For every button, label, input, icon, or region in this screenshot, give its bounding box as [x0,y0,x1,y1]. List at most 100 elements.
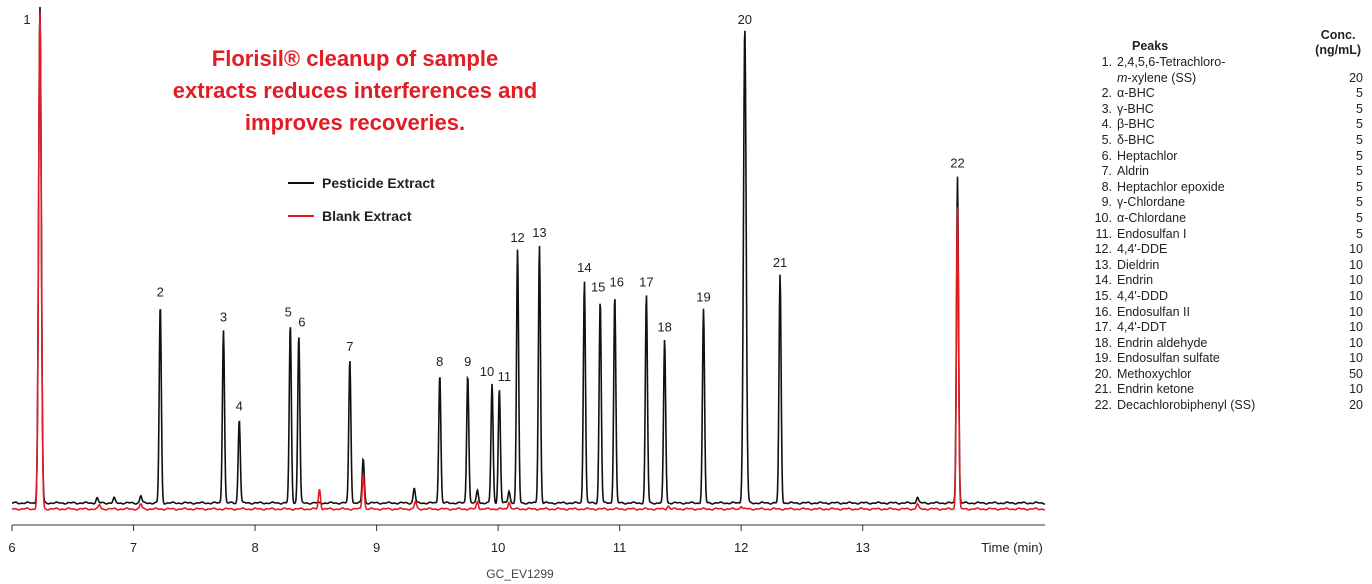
peak-compound-name: Endrin [1117,273,1154,288]
peak-number: 1. [1101,55,1112,69]
peak-number: 11. [1095,226,1112,241]
peak-compound-name: γ-Chlordane [1117,195,1186,210]
peak-concentration: 5 [1356,164,1363,179]
peak-concentration: 5 [1356,148,1363,163]
series-line-blank-extract [11,12,1046,511]
peak-concentration: 5 [1356,195,1363,210]
peak-compound-name: 2,4,5,6-Tetrachloro- [1117,55,1226,69]
peak-concentration: 10 [1349,288,1363,303]
legend-label-blank: Blank Extract [322,208,412,224]
peak-table-row: 15. 4,4'-DDD 10 [1080,289,1365,305]
x-tick-label: 7 [130,540,137,555]
x-tick-label: 11 [613,540,627,555]
peak-table-row: 3. γ-BHC 5 [1080,102,1365,118]
x-tick-label: 9 [373,540,380,555]
peak-table-row: 12. 4,4'-DDE 10 [1080,242,1365,258]
x-axis-ticks: 6 7 8 9 10 11 12 13 [8,525,870,555]
peak-number: 8. [1101,179,1112,194]
peak-table-row: 22. Decachlorobiphenyl (SS) 20 [1080,398,1365,414]
peak-number: 9. [1101,195,1112,210]
peak-table-row: 19. Endosulfan sulfate 10 [1080,351,1365,367]
peak-number: 7. [1101,164,1112,179]
peak-label-17: 17 [639,275,653,290]
peak-number: 13. [1094,257,1112,272]
peak-label-2: 2 [157,285,164,300]
peak-label-16: 16 [610,275,624,290]
conc-header: Conc. (ng/mL) [1315,28,1361,58]
peak-label-7: 7 [346,339,353,354]
peak-label-19: 19 [696,290,710,305]
peak-compound-name: Endosulfan II [1117,304,1190,319]
peak-compound-name: β-BHC [1117,117,1155,132]
peak-concentration: 5 [1356,226,1363,241]
figure-code: GC_EV1299 [486,567,554,581]
peak-concentration: 5 [1356,117,1363,132]
peak-concentration: 10 [1349,257,1363,272]
peak-label-9: 9 [464,354,471,369]
peak-label-15: 15 [591,280,605,295]
peak-label-22: 22 [950,156,964,171]
peak-compound-name: 4,4'-DDD [1117,288,1169,303]
conc-header-line-2: (ng/mL) [1315,43,1361,57]
peak-number: 17. [1094,320,1112,335]
peak-number: 2. [1101,86,1112,101]
peak-table-row: 6. Heptachlor 5 [1080,149,1365,165]
peak-table-rows: 1. 2,4,5,6-Tetrachloro-m-xylene (SS) 20 2. α… [1080,55,1365,414]
peak-table-row: 2. α-BHC 5 [1080,86,1365,102]
peak-compound-name: m-xylene (SS) [1117,70,1197,85]
x-tick-label: 6 [8,540,15,555]
peak-compound-name: Dieldrin [1117,257,1160,272]
peak-concentration: 10 [1349,304,1363,319]
peak-concentration: 5 [1356,101,1363,116]
peak-table-row: 5. δ-BHC 5 [1080,133,1365,149]
peak-table-row: 13. Dieldrin 10 [1080,258,1365,274]
peak-table-row: 9. γ-Chlordane 5 [1080,195,1365,211]
legend: Pesticide Extract Blank Extract [288,175,435,224]
peak-number: 20. [1094,366,1112,381]
x-tick-label: 8 [251,540,258,555]
peak-concentration: 10 [1349,320,1363,335]
chart-title-line-3: improves recoveries. [245,110,465,135]
peak-compound-name: Heptachlor epoxide [1117,179,1225,194]
peak-number: 10. [1094,210,1112,225]
x-axis-label: Time (min) [981,540,1043,555]
peak-number: 18. [1094,335,1112,350]
peak-compound-name: Heptachlor [1117,148,1178,163]
chart-title-line-1: Florisil® cleanup of sample [212,46,498,71]
x-tick-label: 10 [491,540,505,555]
peak-number: 3. [1101,101,1112,116]
peak-concentration: 10 [1349,335,1363,350]
peak-compound-name: α-BHC [1117,86,1155,101]
peak-label-20: 20 [738,12,752,27]
peak-number: 22. [1094,398,1112,413]
peak-compound-name: 4,4'-DDT [1117,320,1167,335]
peak-compound-name: Endosulfan sulfate [1117,351,1220,366]
peak-compound-name: Endosulfan I [1117,226,1187,241]
legend-label-pesticide: Pesticide Extract [322,175,435,191]
peak-compound-name: 4,4'-DDE [1117,242,1168,257]
series-line-pesticide-extract [11,6,1046,505]
peak-table-row: 7. Aldrin 5 [1080,164,1365,180]
peak-label-6: 6 [298,314,305,329]
peak-table-row: 18. Endrin aldehyde 10 [1080,336,1365,352]
peak-table-row: 20. Methoxychlor 50 [1080,367,1365,383]
peak-compound-name: Decachlorobiphenyl (SS) [1117,398,1256,413]
peak-concentration: 5 [1356,179,1363,194]
peak-compound-name: δ-BHC [1117,132,1155,147]
peak-table-row: 21. Endrin ketone 10 [1080,382,1365,398]
peak-concentration: 50 [1349,366,1363,381]
peak-label-5: 5 [285,304,292,319]
peak-concentration: 10 [1349,382,1363,397]
peak-number: 12. [1094,242,1112,257]
peak-label-8: 8 [436,354,443,369]
x-tick-label: 13 [855,540,869,555]
peak-table-row: m-xylene (SS) 20 [1080,71,1365,87]
peak-label-13: 13 [532,225,546,240]
chart-title-line-2: extracts reduces interferences and [173,78,537,103]
peak-concentration: 10 [1349,242,1363,257]
peak-table-row: 4. β-BHC 5 [1080,117,1365,133]
peak-compound-name: α-Chlordane [1117,210,1187,225]
peak-concentration: 5 [1356,86,1363,101]
